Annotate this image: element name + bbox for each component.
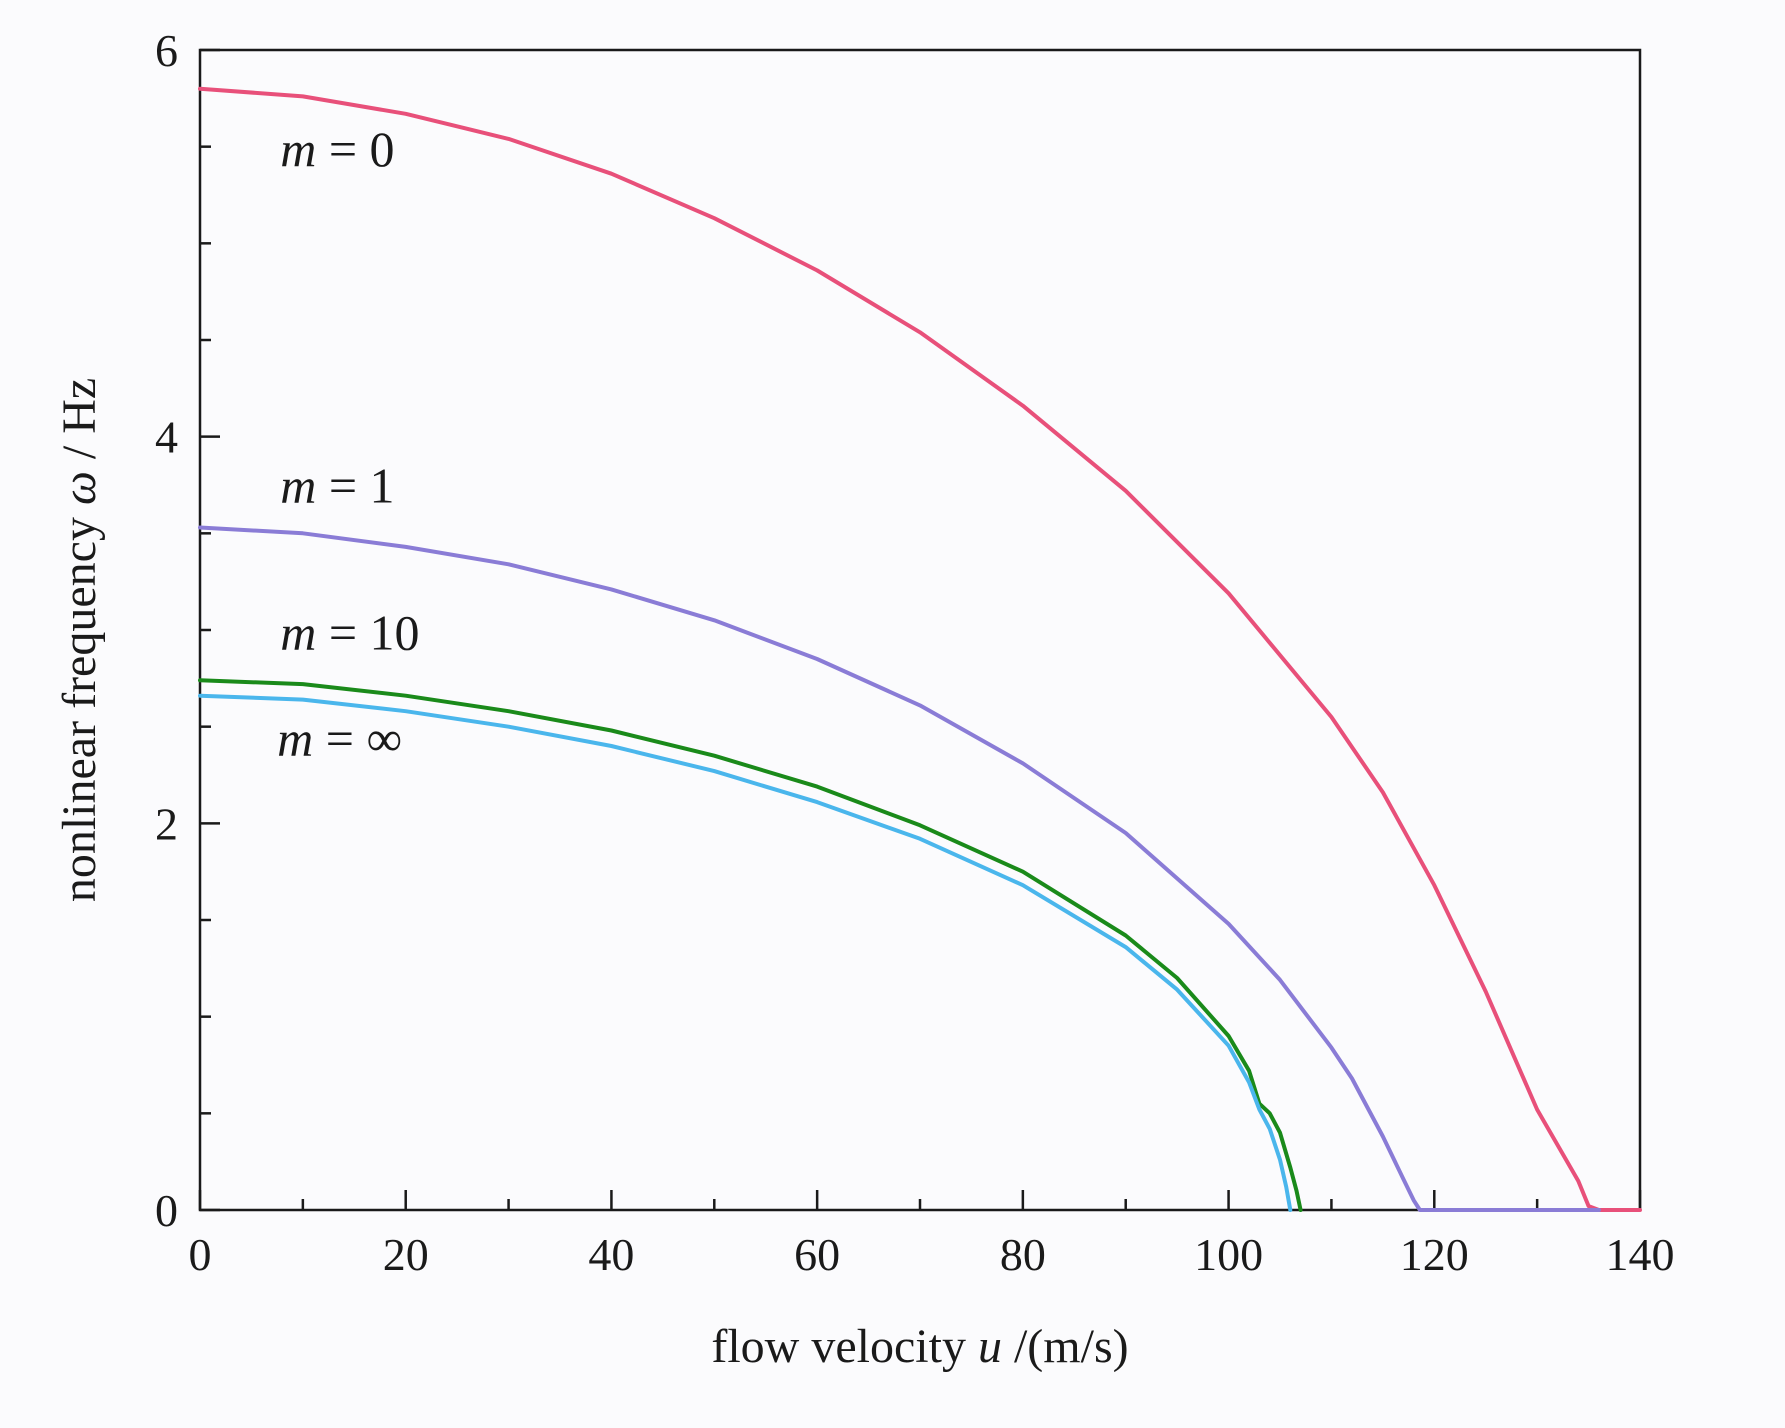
x-tick-label-0: 0 <box>189 1229 212 1280</box>
y-tick-label-1: 2 <box>155 798 178 849</box>
x-tick-label-1: 20 <box>383 1229 429 1280</box>
series-label-value-0: = 0 <box>316 121 394 177</box>
series-curves <box>198 86 1642 1212</box>
series-label-0: m = 0 <box>280 121 394 177</box>
tick-labels: 0 20 40 60 80 100 120 140 0 2 4 6 <box>155 25 1675 1280</box>
x-tick-label-6: 120 <box>1400 1229 1469 1280</box>
series-line-3 <box>198 693 1293 1212</box>
y-axis-title-suffix: / Hz <box>53 378 106 471</box>
series-line-1 <box>198 525 1601 1212</box>
x-tick-label-7: 140 <box>1606 1229 1675 1280</box>
axis-ticks <box>198 48 1642 1212</box>
y-axis-title-prefix: nonlinear frequency <box>53 505 106 902</box>
y-axis-title: nonlinear frequency ω / Hz <box>53 378 106 902</box>
x-axis-title-suffix: /(m/s) <box>1002 1320 1129 1373</box>
series-label-var-0: m <box>280 121 316 177</box>
x-tick-label-2: 40 <box>588 1229 634 1280</box>
series-label-var-3: m <box>277 711 313 767</box>
series-label-2: m = 10 <box>280 604 419 660</box>
y-tick-label-0: 0 <box>155 1185 178 1236</box>
x-axis-title-var: u <box>978 1320 1002 1373</box>
series-label-value-3: = ∞ <box>313 711 402 767</box>
series-label-var-2: m <box>280 604 316 660</box>
x-tick-label-5: 100 <box>1194 1229 1263 1280</box>
series-label-3: m = ∞ <box>277 711 402 767</box>
series-label-value-2: = 10 <box>316 604 419 660</box>
x-axis-title-prefix: flow velocity <box>711 1320 978 1373</box>
x-axis-title: flow velocity u /(m/s) <box>711 1320 1128 1373</box>
series-label-var-1: m <box>280 457 316 513</box>
series-label-1: m = 1 <box>280 457 394 513</box>
y-axis-title-var: ω <box>53 471 106 505</box>
series-label-value-1: = 1 <box>316 457 394 513</box>
y-tick-label-2: 4 <box>155 412 178 463</box>
series-labels: m = 0m = 1m = 10m = ∞ <box>277 121 419 767</box>
series-line-2 <box>198 678 1303 1212</box>
x-tick-label-3: 60 <box>794 1229 840 1280</box>
series-line-0 <box>198 86 1642 1212</box>
x-tick-label-4: 80 <box>1000 1229 1046 1280</box>
y-tick-label-3: 6 <box>155 25 178 76</box>
